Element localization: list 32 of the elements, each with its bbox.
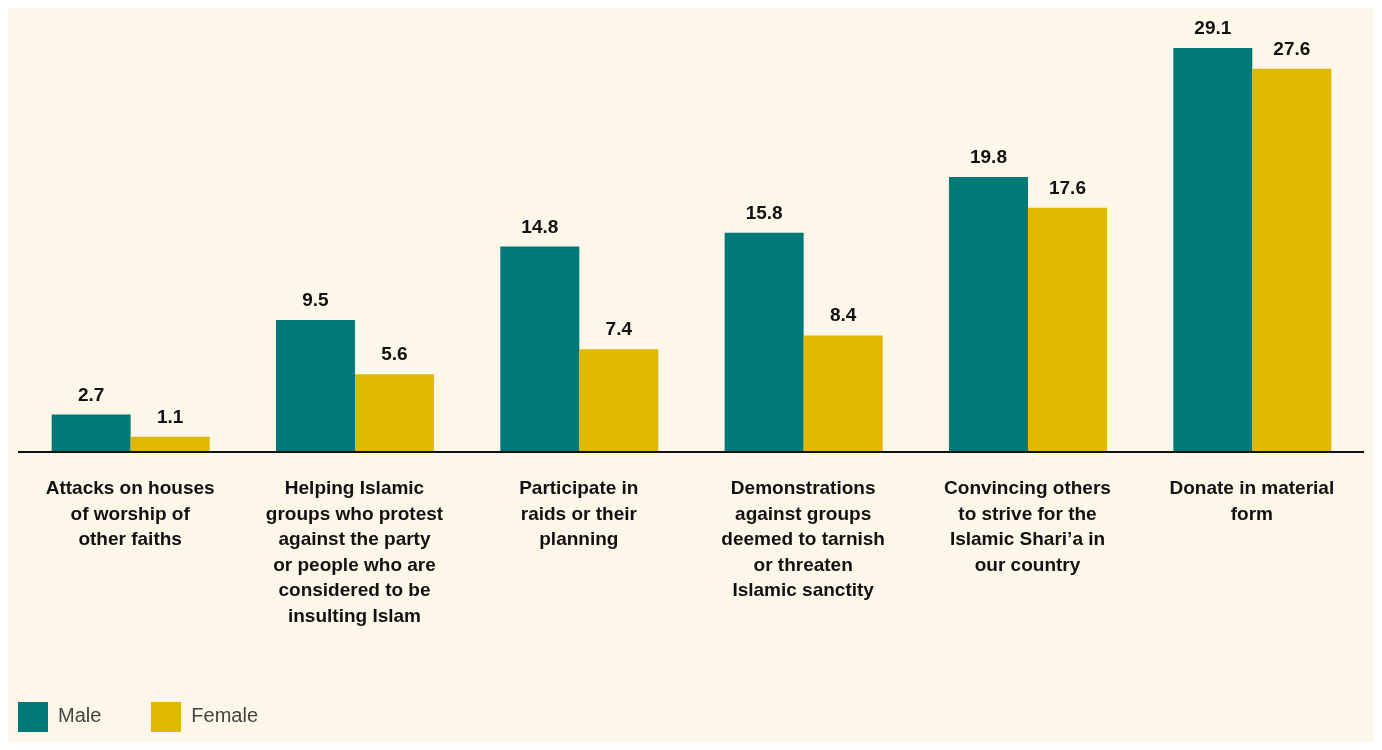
bar bbox=[948, 177, 1028, 452]
x-tick-label: Helping Islamic groups who protest against the party or people who are considered to be insulting Islam bbox=[265, 477, 444, 626]
data-label: 27.6 bbox=[1273, 37, 1311, 59]
data-label: 19.8 bbox=[969, 146, 1007, 168]
bar bbox=[1173, 48, 1253, 452]
data-label: 2.7 bbox=[77, 383, 105, 405]
x-tick-label: Attacks on houses of worship of other faiths bbox=[45, 477, 215, 549]
bar bbox=[1252, 68, 1332, 452]
bar bbox=[500, 246, 580, 452]
legend-label: Male bbox=[58, 704, 102, 727]
x-tick-label: Convincing others to strive for the Islamic Shari’a in our country bbox=[944, 477, 1111, 575]
data-label: 7.4 bbox=[605, 318, 633, 340]
data-label: 29.1 bbox=[1194, 17, 1232, 38]
bar bbox=[579, 349, 659, 452]
legend-label: Female bbox=[191, 704, 259, 727]
bar bbox=[1027, 207, 1107, 452]
data-label: 8.4 bbox=[829, 304, 857, 326]
x-tick-label: Donate in material form bbox=[1169, 477, 1335, 524]
data-label: 14.8 bbox=[521, 215, 559, 237]
x-tick-label: Demonstrations against groups deemed to tarnish or threaten Islamic sanctity bbox=[721, 477, 885, 600]
bar bbox=[275, 320, 355, 452]
data-label: 15.8 bbox=[745, 201, 783, 223]
data-label: 5.6 bbox=[381, 343, 408, 365]
data-label: 17.6 bbox=[1048, 176, 1086, 198]
bar bbox=[803, 335, 883, 452]
x-tick-label: Participate in raids or their planning bbox=[519, 477, 639, 549]
data-label: 1.1 bbox=[156, 405, 184, 427]
bar bbox=[130, 436, 210, 452]
bar bbox=[354, 374, 434, 452]
bar bbox=[724, 232, 804, 452]
data-label: 9.5 bbox=[302, 289, 330, 311]
bar bbox=[51, 414, 131, 452]
